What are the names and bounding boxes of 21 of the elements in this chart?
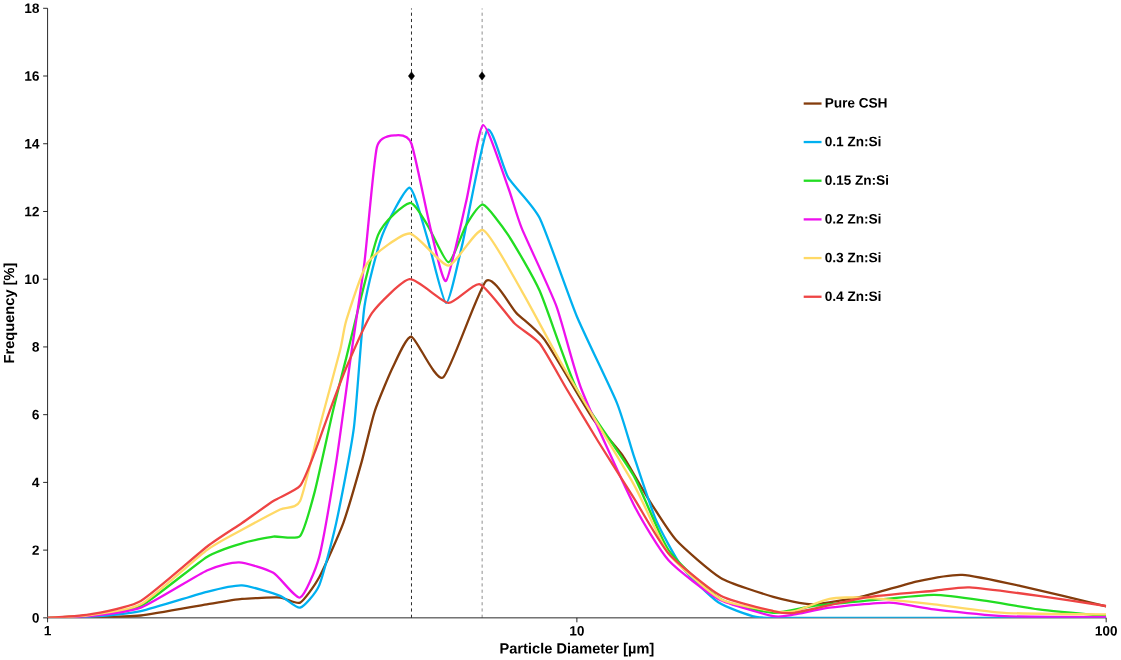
y-tick-label: 12 <box>25 206 39 217</box>
y-axis-title: Frequency [%] <box>3 263 18 363</box>
y-tick-label: 18 <box>25 3 40 14</box>
x-axis-title: Particle Diameter [µm] <box>500 642 654 657</box>
y-tick-label: 14 <box>25 139 40 149</box>
y-tick-label: 4 <box>32 477 40 488</box>
y-tick-label: 10 <box>25 274 39 285</box>
legend-label: 0.3 Zn:Si <box>825 252 881 263</box>
y-tick-label: 6 <box>32 409 39 420</box>
y-tick-label: 2 <box>32 545 39 555</box>
legend-label: 0.4 Zn:Si <box>825 291 881 302</box>
legend-label: Pure CSH <box>825 98 887 108</box>
legend-label: 0.1 Zn:Si <box>825 136 881 147</box>
x-tick-label: 100 <box>1095 626 1117 636</box>
legend-label: 0.15 Zn:Si <box>825 175 888 186</box>
y-tick-label: 16 <box>25 71 39 81</box>
x-tick-label: 1 <box>44 626 51 636</box>
legend-label: 0.2 Zn:Si <box>825 213 881 224</box>
y-tick-label: 0 <box>32 613 39 623</box>
y-tick-label: 8 <box>32 342 40 352</box>
x-tick-label: 10 <box>570 626 584 636</box>
